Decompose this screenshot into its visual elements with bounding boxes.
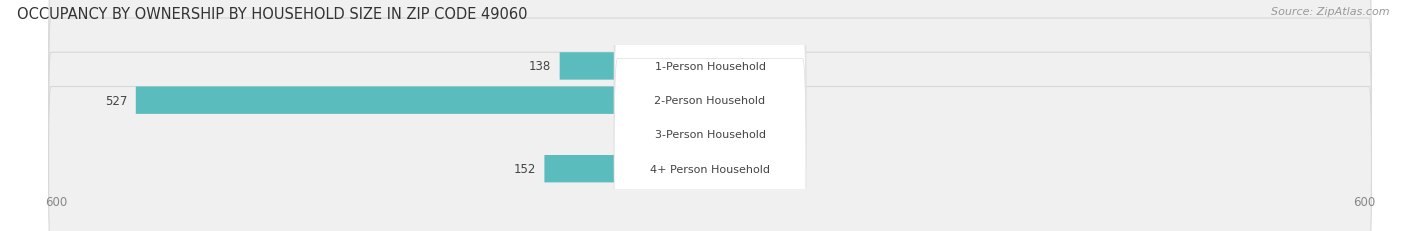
- Text: 58: 58: [782, 60, 797, 73]
- Text: 152: 152: [513, 162, 536, 175]
- FancyBboxPatch shape: [710, 87, 744, 114]
- Text: OCCUPANCY BY OWNERSHIP BY HOUSEHOLD SIZE IN ZIP CODE 49060: OCCUPANCY BY OWNERSHIP BY HOUSEHOLD SIZE…: [17, 7, 527, 22]
- Text: 39: 39: [761, 162, 776, 175]
- FancyBboxPatch shape: [682, 121, 710, 149]
- Text: 26: 26: [658, 128, 673, 141]
- FancyBboxPatch shape: [614, 59, 806, 231]
- Text: Source: ZipAtlas.com: Source: ZipAtlas.com: [1271, 7, 1389, 17]
- Text: 0: 0: [718, 128, 725, 141]
- FancyBboxPatch shape: [614, 25, 806, 231]
- FancyBboxPatch shape: [614, 0, 806, 176]
- FancyBboxPatch shape: [136, 87, 710, 114]
- FancyBboxPatch shape: [560, 53, 710, 80]
- FancyBboxPatch shape: [49, 0, 1371, 149]
- FancyBboxPatch shape: [49, 53, 1371, 217]
- Text: 31: 31: [752, 94, 768, 107]
- Text: 2-Person Household: 2-Person Household: [654, 96, 766, 106]
- FancyBboxPatch shape: [49, 87, 1371, 231]
- FancyBboxPatch shape: [614, 0, 806, 211]
- Text: 3-Person Household: 3-Person Household: [655, 130, 765, 140]
- Text: 4+ Person Household: 4+ Person Household: [650, 164, 770, 174]
- Text: 527: 527: [104, 94, 127, 107]
- Text: 138: 138: [529, 60, 551, 73]
- FancyBboxPatch shape: [710, 53, 773, 80]
- FancyBboxPatch shape: [49, 19, 1371, 182]
- FancyBboxPatch shape: [710, 155, 752, 182]
- Text: 1-Person Household: 1-Person Household: [655, 62, 765, 72]
- FancyBboxPatch shape: [544, 155, 710, 182]
